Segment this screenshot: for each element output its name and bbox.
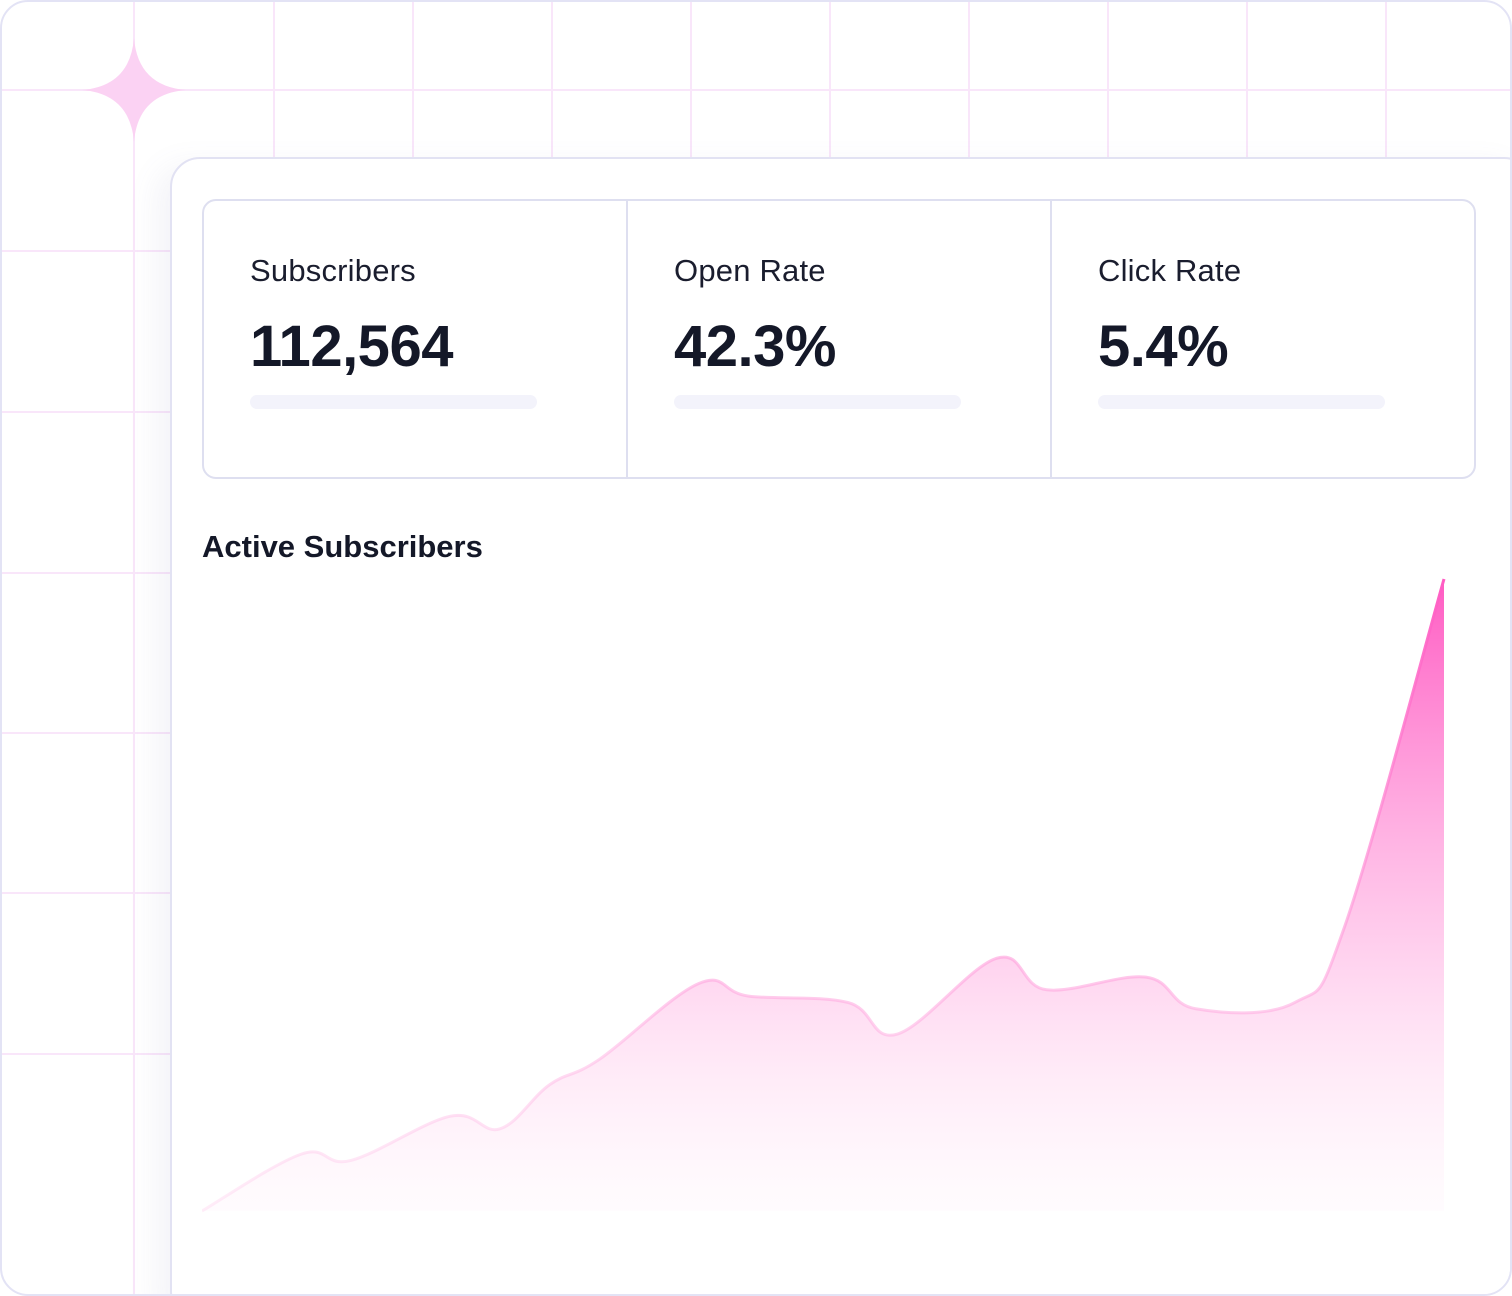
stat-label: Open Rate bbox=[674, 253, 826, 288]
stat-value: 112,564 bbox=[250, 314, 453, 379]
stat-label: Click Rate bbox=[1098, 253, 1242, 288]
chart-area bbox=[202, 579, 1444, 1211]
stat-open-rate: Open Rate 42.3% bbox=[628, 201, 1052, 477]
stats-panel: Subscribers 112,564 Open Rate 42.3% Clic… bbox=[202, 199, 1476, 479]
stat-bar bbox=[674, 395, 961, 409]
stat-click-rate: Click Rate 5.4% bbox=[1052, 201, 1474, 477]
sparkle-icon bbox=[82, 38, 186, 142]
stat-subscribers: Subscribers 112,564 bbox=[204, 201, 628, 477]
chart-title: Active Subscribers bbox=[202, 529, 483, 564]
stat-bar bbox=[250, 395, 537, 409]
active-subscribers-chart bbox=[202, 578, 1446, 1213]
stat-label: Subscribers bbox=[250, 253, 416, 288]
dashboard-card: Subscribers 112,564 Open Rate 42.3% Clic… bbox=[170, 157, 1510, 1294]
stat-value: 42.3% bbox=[674, 314, 836, 379]
stat-value: 5.4% bbox=[1098, 314, 1229, 379]
chart-series-line bbox=[202, 578, 1446, 1213]
stat-bar bbox=[1098, 395, 1385, 409]
